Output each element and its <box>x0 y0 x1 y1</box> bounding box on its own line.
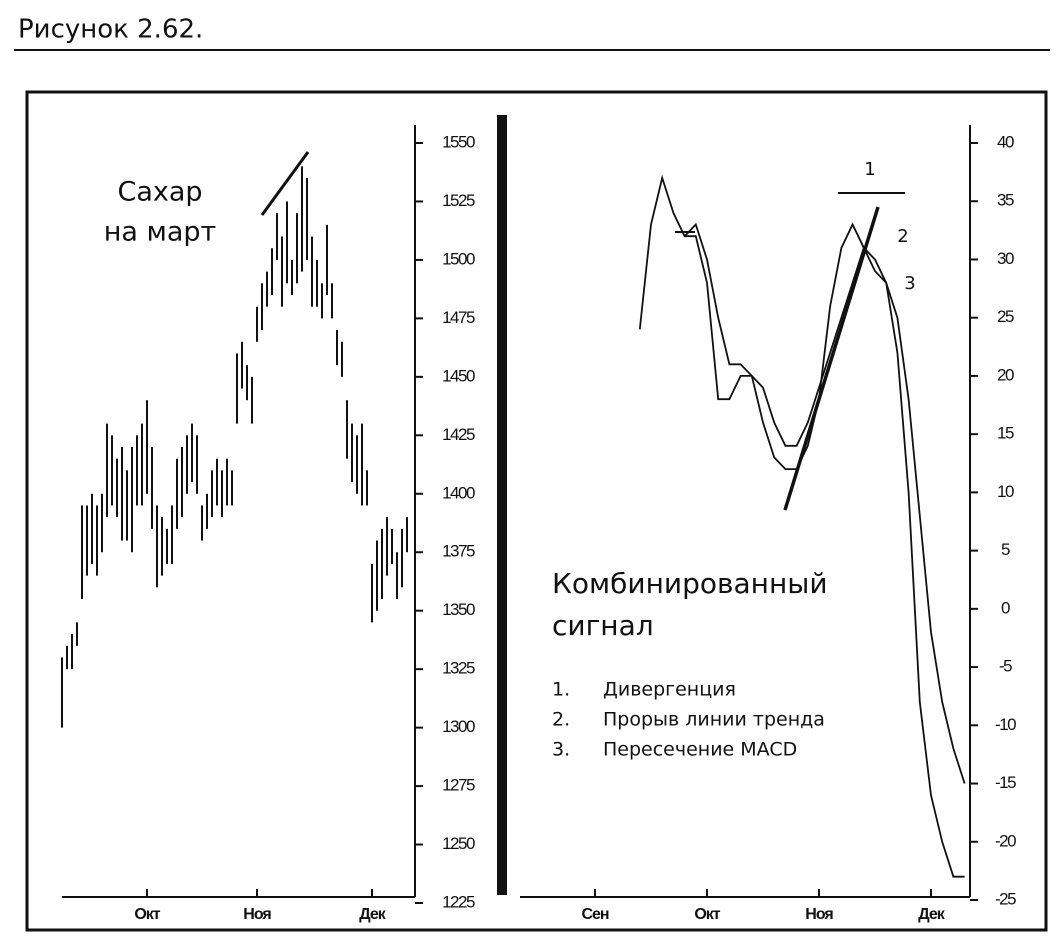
y-tick-label: 40 <box>997 132 1014 151</box>
x-tick-label: Окт <box>694 906 720 923</box>
y-tick-label: 1300 <box>442 717 475 736</box>
y-tick-label: 1525 <box>442 191 475 210</box>
macd-line <box>638 174 965 878</box>
separator <box>497 115 507 895</box>
chart-title-line: на март <box>104 217 217 248</box>
annotation: 1 <box>864 159 875 180</box>
y-tick-label: 1550 <box>442 132 475 151</box>
annotation: 3 <box>904 273 915 294</box>
chart-title-line: сигнал <box>552 609 654 642</box>
note-text: Пересечение MACD <box>603 739 797 761</box>
y-tick-label: 35 <box>997 191 1014 210</box>
note-text: Дивергенция <box>603 679 736 701</box>
y-tick-label: 1425 <box>442 425 475 444</box>
y-tick-label: 1450 <box>442 366 475 385</box>
x-tick-label: Дек <box>918 906 945 923</box>
y-tick-label: 15 <box>997 424 1014 443</box>
y-tick-label: -5 <box>999 657 1012 676</box>
y-tick-label: 25 <box>997 307 1014 326</box>
y-tick-label: 1225 <box>442 892 475 911</box>
annotation: 2 <box>897 226 908 247</box>
y-tick-label: 1475 <box>442 308 475 327</box>
frame <box>25 90 1048 932</box>
x-tick-label: Сен <box>581 906 608 923</box>
chart-title-line: Сахар <box>117 177 202 208</box>
trend-line <box>260 151 310 216</box>
x-tick-label: Ноя <box>805 906 833 923</box>
y-tick-label: 20 <box>997 365 1014 384</box>
y-tick-label: -20 <box>995 831 1016 850</box>
y-tick-label: 1350 <box>442 600 475 619</box>
y-tick-label: 1250 <box>442 834 475 853</box>
chart-title-line: Комбинированный <box>552 567 828 600</box>
note-number: 1. <box>552 679 570 701</box>
y-tick-label: -15 <box>995 773 1016 792</box>
figure-label: Рисунок 2.62. <box>18 15 203 45</box>
notes: 1. Дивергенция 2. Прорыв линии тренда 3. Пере… <box>552 679 825 761</box>
x-tick-label: Окт <box>134 906 160 923</box>
y-tick-label: 5 <box>1001 540 1010 559</box>
y-tick-label: 1275 <box>442 776 475 795</box>
y-tick-label: -25 <box>995 889 1016 908</box>
note-number: 2. <box>552 709 570 731</box>
note-text: Прорыв линии тренда <box>603 709 825 731</box>
y-tick-label: 10 <box>997 482 1014 501</box>
y-tick-label: 0 <box>1001 598 1010 617</box>
y-tick-label: 1375 <box>442 542 475 561</box>
x-tick-label: Дек <box>359 906 386 923</box>
note-number: 3. <box>552 739 570 761</box>
y-tick-label: 1325 <box>442 659 475 678</box>
y-tick-label: 1500 <box>442 249 475 268</box>
y-tick-label: -10 <box>995 715 1016 734</box>
macd-line <box>683 222 966 784</box>
x-tick-label: Ноя <box>243 906 271 923</box>
y-tick-label: 30 <box>997 249 1014 268</box>
y-tick-label: 1400 <box>442 483 475 502</box>
